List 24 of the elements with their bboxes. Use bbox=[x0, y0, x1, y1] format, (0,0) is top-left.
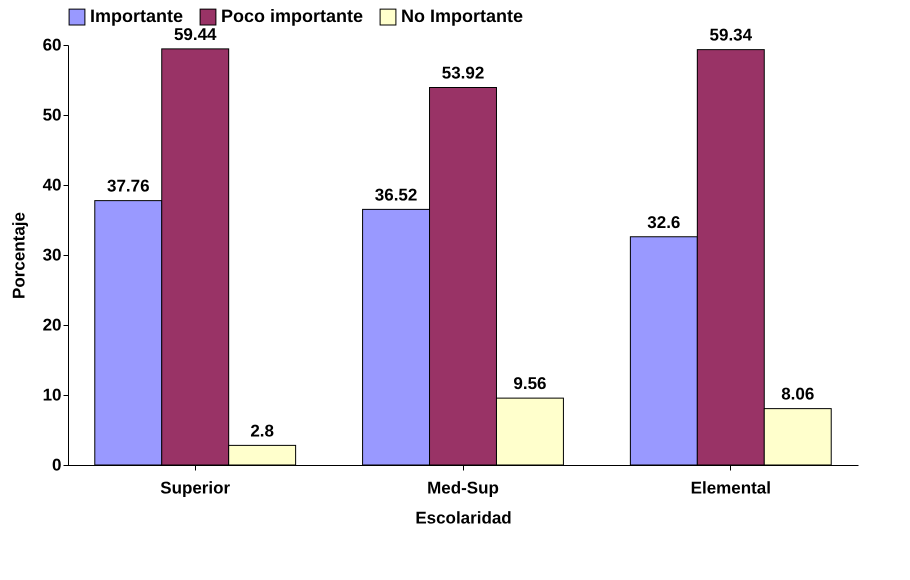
legend-label: No Importante bbox=[401, 6, 524, 26]
y-tick-label: 20 bbox=[42, 316, 62, 334]
legend-label: Poco importante bbox=[221, 6, 364, 26]
data-label: 59.44 bbox=[174, 24, 218, 44]
data-label: 8.06 bbox=[781, 384, 814, 404]
data-label: 37.76 bbox=[106, 176, 150, 196]
y-tick-label: 30 bbox=[42, 246, 62, 264]
data-label: 9.56 bbox=[513, 374, 546, 394]
y-tick-label: 60 bbox=[42, 36, 62, 54]
x-tick-label: Elemental bbox=[690, 478, 771, 498]
data-label: 36.52 bbox=[374, 185, 418, 204]
y-tick-label: 0 bbox=[52, 456, 62, 474]
x-tick-label: Med-Sup bbox=[427, 478, 499, 498]
x-tick-label: Superior bbox=[160, 478, 231, 498]
data-label: 59.34 bbox=[710, 26, 753, 45]
legend-label: Importante bbox=[90, 6, 184, 26]
y-tick-label: 10 bbox=[42, 386, 62, 404]
y-tick-label: 40 bbox=[42, 176, 62, 194]
y-tick-label: 50 bbox=[42, 106, 62, 124]
y-axis-title: Porcentaje bbox=[10, 212, 29, 299]
x-axis-title: Escolaridad bbox=[415, 508, 512, 528]
data-label: 53.92 bbox=[442, 64, 484, 83]
data-label: 32.6 bbox=[647, 212, 680, 232]
data-label: 2.8 bbox=[250, 421, 274, 440]
